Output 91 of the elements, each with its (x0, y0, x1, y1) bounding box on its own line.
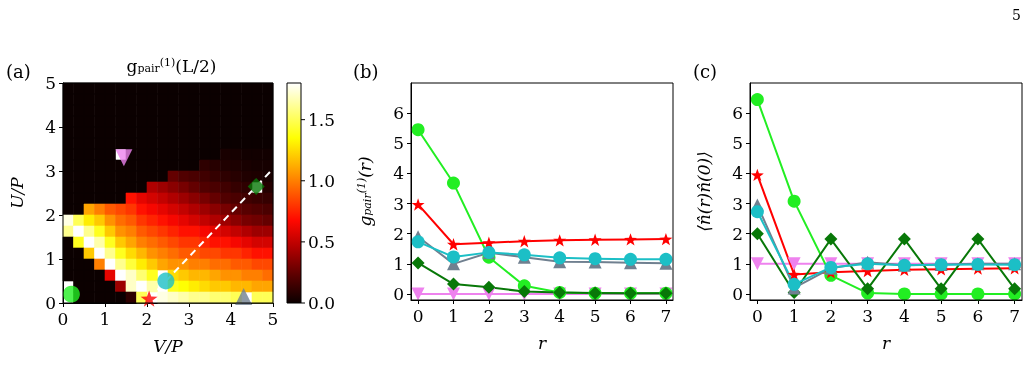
text: 5 (1012, 7, 1022, 23)
y-tick-label: 3 (393, 193, 404, 214)
point (553, 251, 567, 265)
x-tick-label: 2 (483, 305, 495, 326)
color-bar-label: 0.0 (308, 293, 336, 313)
x-tick-label: 6 (625, 305, 636, 326)
point (411, 198, 425, 211)
x-tick-label: 0 (412, 305, 424, 326)
y-tick-label: 3 (732, 193, 743, 214)
color-bar-label: 1.5 (308, 109, 336, 130)
x-tick-label: 4 (225, 308, 237, 329)
point (824, 232, 838, 246)
x-tick-label: 2 (141, 308, 153, 329)
x-tick-label: 5 (935, 305, 947, 326)
point (750, 257, 764, 271)
y-tick-label: 4 (45, 117, 56, 137)
point (447, 176, 460, 190)
x-tick-label: 1 (788, 305, 800, 326)
point (750, 168, 764, 182)
text: (b) (353, 60, 379, 82)
point (411, 235, 425, 249)
y-tick-label: 1 (45, 249, 56, 269)
point (624, 233, 638, 246)
point (787, 257, 801, 271)
text: (a) (6, 60, 31, 82)
x-tick-label: 2 (825, 305, 837, 326)
point (897, 287, 911, 301)
point (157, 272, 175, 290)
y-axis-title: U/P (6, 176, 27, 209)
y-tick-label: 1 (393, 253, 404, 274)
x-axis-title: r (537, 332, 547, 353)
y-axis-title: ⟨n̂(r)n̂(0)⟩ (693, 151, 714, 232)
point (411, 123, 425, 137)
point (787, 194, 801, 208)
y-tick-label: 4 (732, 163, 743, 184)
y-tick-label: 4 (393, 163, 404, 184)
x-axis-title: r (881, 332, 891, 353)
point (787, 277, 801, 291)
point (750, 227, 764, 241)
color-bar-label: 1.0 (308, 170, 336, 191)
point (446, 238, 460, 251)
y-tick-label: 6 (393, 103, 404, 124)
point (482, 280, 496, 294)
point (247, 177, 265, 195)
point (1008, 282, 1022, 296)
y-tick-label: 0 (732, 283, 743, 304)
x-tick-label: 3 (862, 305, 874, 326)
point (447, 250, 460, 264)
point (517, 235, 531, 248)
x-tick-label: 0 (751, 305, 763, 326)
x-axis-title: V/P (153, 335, 184, 356)
x-tick-label: 6 (972, 305, 984, 326)
x-tick-label: 3 (518, 305, 530, 326)
point (411, 287, 425, 301)
x-tick-label: 7 (660, 305, 672, 326)
point (934, 282, 948, 296)
point (624, 252, 638, 266)
point (659, 252, 673, 266)
text: (c) (693, 60, 718, 82)
y-tick-label: 2 (732, 223, 743, 244)
point (588, 233, 602, 246)
point (411, 256, 425, 270)
y-tick-label: 0 (393, 283, 404, 304)
y-tick-label: 3 (45, 161, 56, 181)
point (115, 149, 133, 167)
point (659, 232, 673, 246)
x-tick-label: 1 (448, 305, 459, 326)
y-tick-label: 6 (732, 103, 743, 124)
x-tick-label: 5 (589, 305, 601, 326)
y-tick-label: 5 (45, 73, 56, 93)
x-tick-label: 7 (1009, 305, 1021, 326)
y-tick-label: 5 (393, 133, 404, 154)
y-tick-label: 1 (732, 253, 743, 274)
color-bar-label: 0.5 (308, 231, 336, 252)
x-tick-label: 5 (267, 308, 279, 329)
x-tick-label: 4 (554, 305, 566, 326)
point (62, 285, 80, 303)
point (446, 277, 460, 291)
y-tick-label: 5 (732, 133, 743, 154)
y-tick-label: 2 (393, 223, 404, 244)
point (750, 93, 764, 107)
point (861, 282, 875, 296)
point (971, 287, 985, 301)
point (971, 232, 985, 246)
point (553, 234, 567, 247)
y-tick-label: 2 (45, 205, 56, 225)
x-tick-label: 1 (99, 308, 111, 329)
x-tick-label: 4 (898, 305, 910, 326)
point (897, 232, 911, 246)
x-tick-label: 3 (183, 308, 195, 329)
point (750, 205, 764, 219)
